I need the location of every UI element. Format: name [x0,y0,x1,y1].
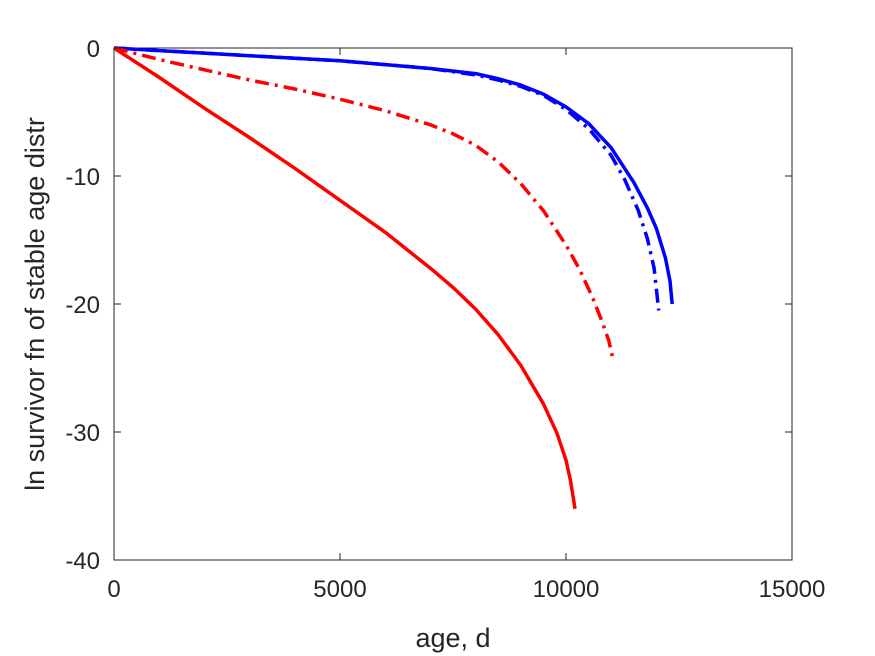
y-axis-label: ln survivor fn of stable age distr [20,117,50,491]
series-layer [113,46,674,510]
series-line-3 [113,46,616,362]
y-tick-label: -30 [65,420,100,447]
x-tick-label: 15000 [759,576,826,603]
x-tick-label: 0 [107,576,120,603]
x-tick-label: 5000 [313,576,366,603]
y-tick-label: 0 [87,36,100,63]
x-tick-label: 10000 [533,576,600,603]
tick-layer: 0 5000 10000 15000 0 -10 -20 -30 -40 [65,36,825,603]
y-tick-label: -10 [65,164,100,191]
series-line-2 [113,46,661,311]
x-axis-label: age, d [415,623,490,653]
series-line-4 [113,46,577,510]
plot-area [113,47,793,561]
y-tick-label: -40 [65,548,100,575]
y-tick-label: -20 [65,292,100,319]
